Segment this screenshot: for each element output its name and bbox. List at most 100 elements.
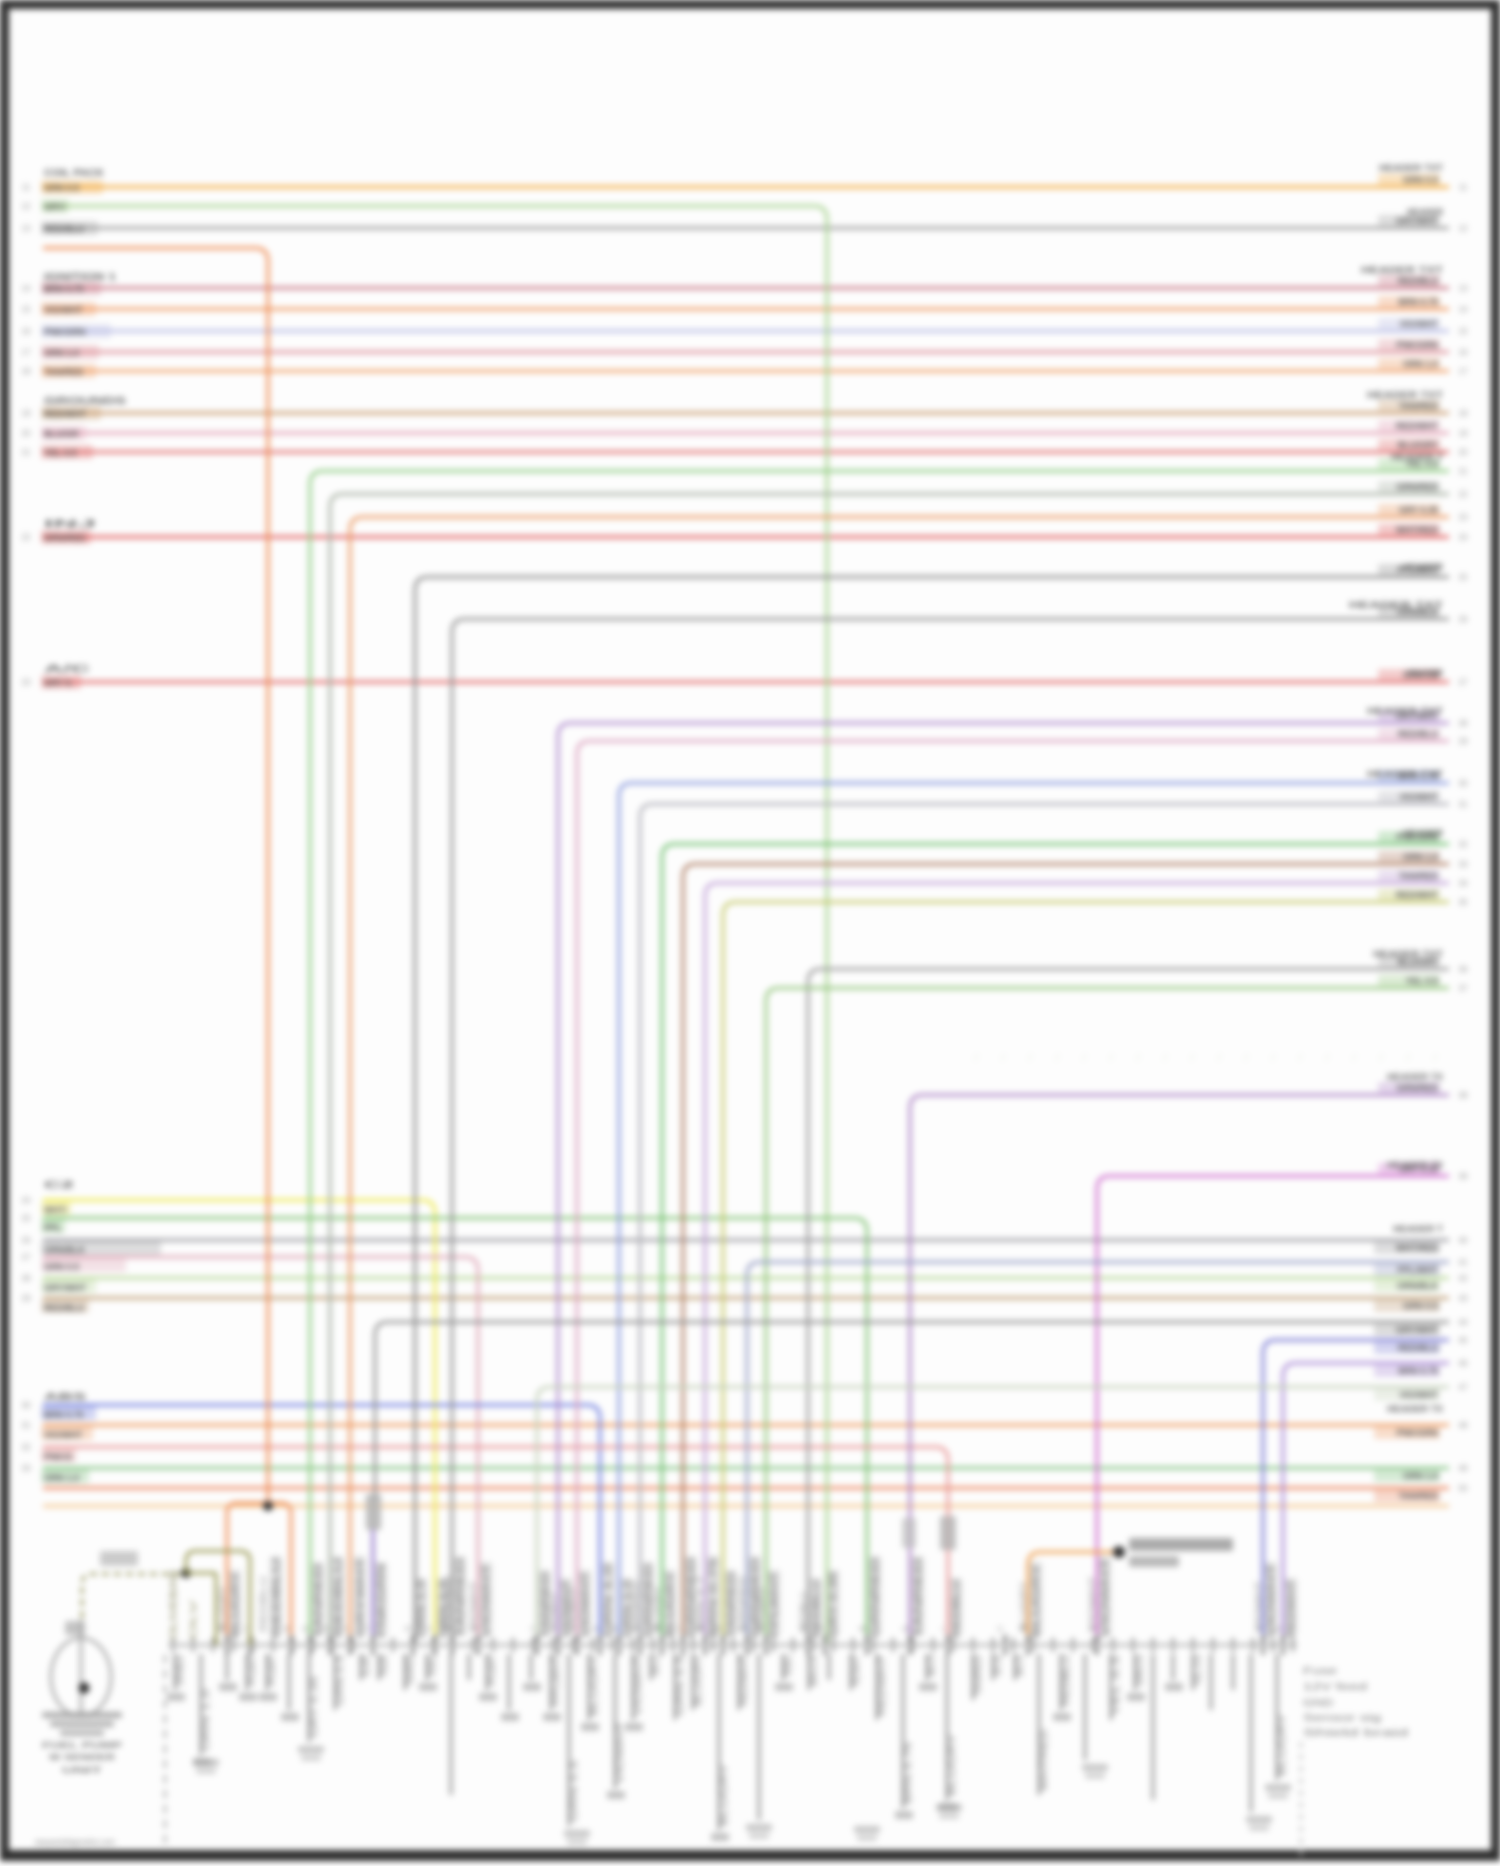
svg-text:BLUGRY: BLUGRY bbox=[665, 1572, 675, 1638]
svg-text:18: 18 bbox=[1459, 409, 1468, 418]
svg-text:32: 32 bbox=[22, 1443, 31, 1452]
svg-text:1: 1 bbox=[941, 1626, 945, 1633]
svg-text:VIO/WHT: VIO/WHT bbox=[44, 1430, 83, 1440]
svg-text:GROUNDS: GROUNDS bbox=[44, 395, 126, 407]
svg-text:VIOWHT: VIOWHT bbox=[1100, 1557, 1110, 1638]
svg-text:BRN 0.75: BRN 0.75 bbox=[927, 1655, 937, 1676]
svg-text:21: 21 bbox=[1459, 467, 1468, 476]
svg-text:TANRED: TANRED bbox=[973, 1654, 983, 1696]
svg-text:VIO/WHT: VIO/WHT bbox=[1400, 319, 1439, 329]
svg-text:BLUGRY: BLUGRY bbox=[1018, 1581, 1028, 1632]
svg-text:HEADER: HEADER bbox=[1403, 828, 1443, 839]
svg-text:16: 16 bbox=[301, 1626, 309, 1633]
svg-text:VIOWHT: VIOWHT bbox=[481, 1563, 491, 1638]
svg-text:TANRED: TANRED bbox=[540, 1571, 550, 1638]
svg-text:BLUGRY: BLUGRY bbox=[693, 1655, 703, 1706]
svg-text:HEADER TXT: HEADER TXT bbox=[1379, 163, 1443, 174]
svg-text:29: 29 bbox=[22, 1294, 31, 1303]
svg-text:24: 24 bbox=[22, 1196, 31, 1205]
svg-text:BRN 0.75: BRN 0.75 bbox=[44, 284, 84, 294]
svg-text:HEADER TXT: HEADER TXT bbox=[1367, 769, 1443, 780]
svg-text:14: 14 bbox=[22, 284, 31, 293]
svg-text:31: 31 bbox=[1459, 800, 1468, 809]
svg-text:GRN/RED: GRN/RED bbox=[1396, 1083, 1438, 1093]
svg-text:TAN/RED: TAN/RED bbox=[1399, 871, 1439, 881]
svg-text:Fuse: Fuse bbox=[1303, 1666, 1338, 1677]
svg-text:PPL/WHT: PPL/WHT bbox=[1398, 1265, 1439, 1275]
svg-text:BRN 0.7: BRN 0.7 bbox=[695, 1576, 705, 1632]
svg-text:17: 17 bbox=[1459, 367, 1468, 376]
svg-text:6: 6 bbox=[428, 1626, 432, 1633]
svg-text:BLUGRY: BLUGRY bbox=[230, 1572, 240, 1638]
svg-text:PPLWHT: PPLWHT bbox=[551, 1654, 561, 1706]
svg-text:BRN 0.75: BRN 0.75 bbox=[1015, 1655, 1025, 1676]
svg-text:GRN 0.5: GRN 0.5 bbox=[44, 1262, 79, 1272]
svg-text:23: 23 bbox=[22, 678, 31, 687]
svg-text:PPLWHT: PPLWHT bbox=[487, 1655, 497, 1686]
svg-text:GND: GND bbox=[1303, 1698, 1333, 1709]
svg-text:ORN/BLK: ORN/BLK bbox=[1397, 1281, 1438, 1291]
svg-text:PPL/WHT: PPL/WHT bbox=[1398, 565, 1439, 575]
svg-text:38: 38 bbox=[858, 1626, 866, 1633]
svg-text:PPL: PPL bbox=[44, 1223, 62, 1233]
svg-text:REDBLU: REDBLU bbox=[333, 1558, 343, 1638]
svg-text:22: 22 bbox=[22, 533, 31, 542]
svg-text:easyautodiagnostics.com: easyautodiagnostics.com bbox=[35, 1837, 115, 1848]
svg-text:38: 38 bbox=[1459, 1091, 1468, 1100]
svg-text:HEADER TX: HEADER TX bbox=[1387, 1072, 1444, 1083]
svg-text:39: 39 bbox=[653, 1626, 661, 1633]
svg-text:HEADER T: HEADER T bbox=[1391, 452, 1443, 463]
svg-text:REDWHT: REDWHT bbox=[851, 1655, 861, 1686]
svg-text:33: 33 bbox=[631, 1626, 639, 1633]
svg-text:GRY/WHT: GRY/WHT bbox=[44, 1283, 87, 1293]
svg-text:HEADER: HEADER bbox=[1407, 207, 1443, 218]
svg-text:37: 37 bbox=[1459, 984, 1468, 993]
svg-text:HEADER TXT: HEADER TXT bbox=[1361, 265, 1443, 276]
svg-text:HEADER TXT: HEADER TXT bbox=[1349, 600, 1443, 611]
svg-text:REDBLU: REDBLU bbox=[258, 1576, 268, 1632]
svg-text:18: 18 bbox=[1254, 1626, 1262, 1633]
svg-text:A/C: A/C bbox=[44, 663, 91, 675]
svg-text:RED/WHT: RED/WHT bbox=[44, 409, 86, 419]
svg-text:ORN 1.0: ORN 1.0 bbox=[603, 1564, 613, 1638]
svg-text:PPLWHT: PPLWHT bbox=[756, 1586, 766, 1632]
svg-text:GRN/RED: GRN/RED bbox=[44, 533, 86, 543]
svg-text:15: 15 bbox=[799, 1626, 807, 1633]
svg-text:28: 28 bbox=[1459, 719, 1468, 728]
svg-text:42: 42 bbox=[1459, 1274, 1468, 1283]
svg-text:20: 20 bbox=[1459, 448, 1468, 457]
svg-text:OLV: OLV bbox=[189, 1598, 198, 1640]
svg-text:PNKGRN: PNKGRN bbox=[379, 1655, 389, 1676]
svg-text:GRNRED: GRNRED bbox=[870, 1557, 880, 1638]
svg-text:15: 15 bbox=[321, 1626, 329, 1633]
svg-text:16: 16 bbox=[1459, 348, 1468, 357]
svg-text:PPLWHT: PPLWHT bbox=[247, 1655, 257, 1686]
svg-text:28: 28 bbox=[1019, 1626, 1027, 1633]
svg-text:GRN 0.5: GRN 0.5 bbox=[1403, 670, 1438, 680]
svg-text:BLU/GRY: BLU/GRY bbox=[1398, 957, 1438, 967]
svg-text:VIOWHT: VIOWHT bbox=[548, 1592, 558, 1632]
svg-text:VIO/WHT: VIO/WHT bbox=[1400, 792, 1439, 802]
svg-text:40: 40 bbox=[1459, 1236, 1468, 1245]
svg-text:REDBLU: REDBLU bbox=[798, 1592, 808, 1632]
svg-text:13: 13 bbox=[714, 1626, 722, 1633]
svg-text:18: 18 bbox=[282, 1626, 290, 1633]
svg-text:YEL 0.5: YEL 0.5 bbox=[1406, 976, 1438, 986]
svg-text:FUEL PUMP: FUEL PUMP bbox=[42, 1740, 123, 1750]
svg-text:PNK/GRN: PNK/GRN bbox=[1396, 1428, 1438, 1438]
svg-text:BRN 0.75: BRN 0.75 bbox=[809, 1655, 819, 1686]
svg-text:VIOWHT: VIOWHT bbox=[567, 1586, 577, 1632]
svg-text:13: 13 bbox=[22, 224, 31, 233]
svg-text:27: 27 bbox=[22, 1253, 31, 1262]
svg-text:27: 27 bbox=[757, 1626, 765, 1633]
svg-text:PNK/GRN: PNK/GRN bbox=[1396, 340, 1438, 350]
svg-text:RED/BLU: RED/BLU bbox=[44, 224, 84, 234]
svg-text:32: 32 bbox=[1459, 840, 1468, 849]
svg-text:BRN 0.75: BRN 0.75 bbox=[708, 1558, 718, 1638]
svg-text:BLUGRY: BLUGRY bbox=[217, 1586, 227, 1632]
svg-text:ORN 1.0: ORN 1.0 bbox=[1403, 852, 1438, 862]
svg-text:46: 46 bbox=[1459, 1359, 1468, 1368]
svg-text:REDWHT: REDWHT bbox=[1286, 1579, 1296, 1638]
svg-text:28: 28 bbox=[22, 1274, 31, 1283]
svg-text:35: 35 bbox=[738, 1626, 746, 1633]
